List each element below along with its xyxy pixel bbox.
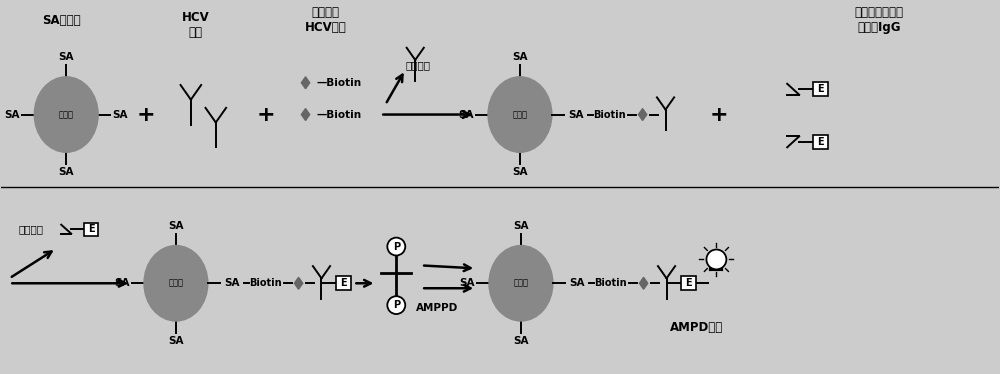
Text: E: E	[685, 278, 692, 288]
Circle shape	[387, 237, 405, 255]
Text: SA: SA	[224, 278, 239, 288]
Text: +: +	[710, 105, 729, 125]
Ellipse shape	[489, 246, 553, 321]
Text: SA: SA	[112, 110, 128, 120]
Text: +: +	[256, 105, 275, 125]
Text: SA: SA	[512, 167, 528, 177]
Text: Biotin: Biotin	[249, 278, 282, 288]
Text: SA: SA	[459, 278, 475, 288]
Text: 生物素化
HCV抗原: 生物素化 HCV抗原	[305, 6, 346, 34]
FancyBboxPatch shape	[336, 276, 351, 290]
Text: SA: SA	[513, 221, 529, 231]
Ellipse shape	[144, 246, 208, 321]
FancyBboxPatch shape	[813, 135, 828, 149]
Circle shape	[387, 296, 405, 314]
Text: SA: SA	[58, 167, 74, 177]
Text: Biotin: Biotin	[593, 110, 626, 120]
Polygon shape	[639, 278, 648, 289]
FancyBboxPatch shape	[681, 276, 696, 290]
Circle shape	[706, 249, 726, 269]
Text: —Biotin: —Biotin	[317, 110, 362, 120]
Polygon shape	[294, 278, 303, 289]
Ellipse shape	[34, 77, 98, 152]
Text: SA: SA	[513, 336, 529, 346]
Text: SA: SA	[5, 110, 20, 120]
Text: 洗涤去除: 洗涤去除	[19, 224, 44, 234]
Text: E: E	[817, 84, 823, 94]
Text: 磁微粒: 磁微粒	[512, 110, 527, 119]
Text: SA: SA	[512, 52, 528, 62]
Polygon shape	[638, 108, 647, 120]
Polygon shape	[301, 108, 310, 120]
Text: Biotin: Biotin	[594, 278, 627, 288]
Text: SA: SA	[568, 110, 584, 120]
FancyBboxPatch shape	[84, 223, 98, 236]
Text: HCV
抗体: HCV 抗体	[182, 11, 210, 39]
Text: E: E	[817, 137, 823, 147]
Text: SA磁微粒: SA磁微粒	[42, 14, 81, 27]
Text: AMPD发光: AMPD发光	[670, 321, 723, 334]
Text: 洗涤去除: 洗涤去除	[405, 60, 430, 70]
Text: 磁微粒: 磁微粒	[513, 279, 528, 288]
Polygon shape	[301, 77, 310, 89]
Text: +: +	[137, 105, 155, 125]
Text: E: E	[340, 278, 347, 288]
Text: SA: SA	[58, 52, 74, 62]
Text: AMPPD: AMPPD	[416, 303, 458, 313]
FancyBboxPatch shape	[813, 82, 828, 96]
Text: P: P	[393, 300, 400, 310]
Text: SA: SA	[168, 221, 184, 231]
Text: —Biotin: —Biotin	[317, 78, 362, 88]
Text: SA: SA	[458, 110, 474, 120]
Text: SA: SA	[569, 278, 585, 288]
Text: SA: SA	[168, 336, 184, 346]
Text: 磁微粒: 磁微粒	[168, 279, 183, 288]
Text: 碱性磷酸酶标记
鼠抗人IgG: 碱性磷酸酶标记 鼠抗人IgG	[854, 6, 903, 34]
Text: P: P	[393, 242, 400, 252]
Text: E: E	[88, 224, 94, 234]
Ellipse shape	[488, 77, 552, 152]
Text: SA: SA	[114, 278, 130, 288]
Text: 磁微粒: 磁微粒	[59, 110, 74, 119]
